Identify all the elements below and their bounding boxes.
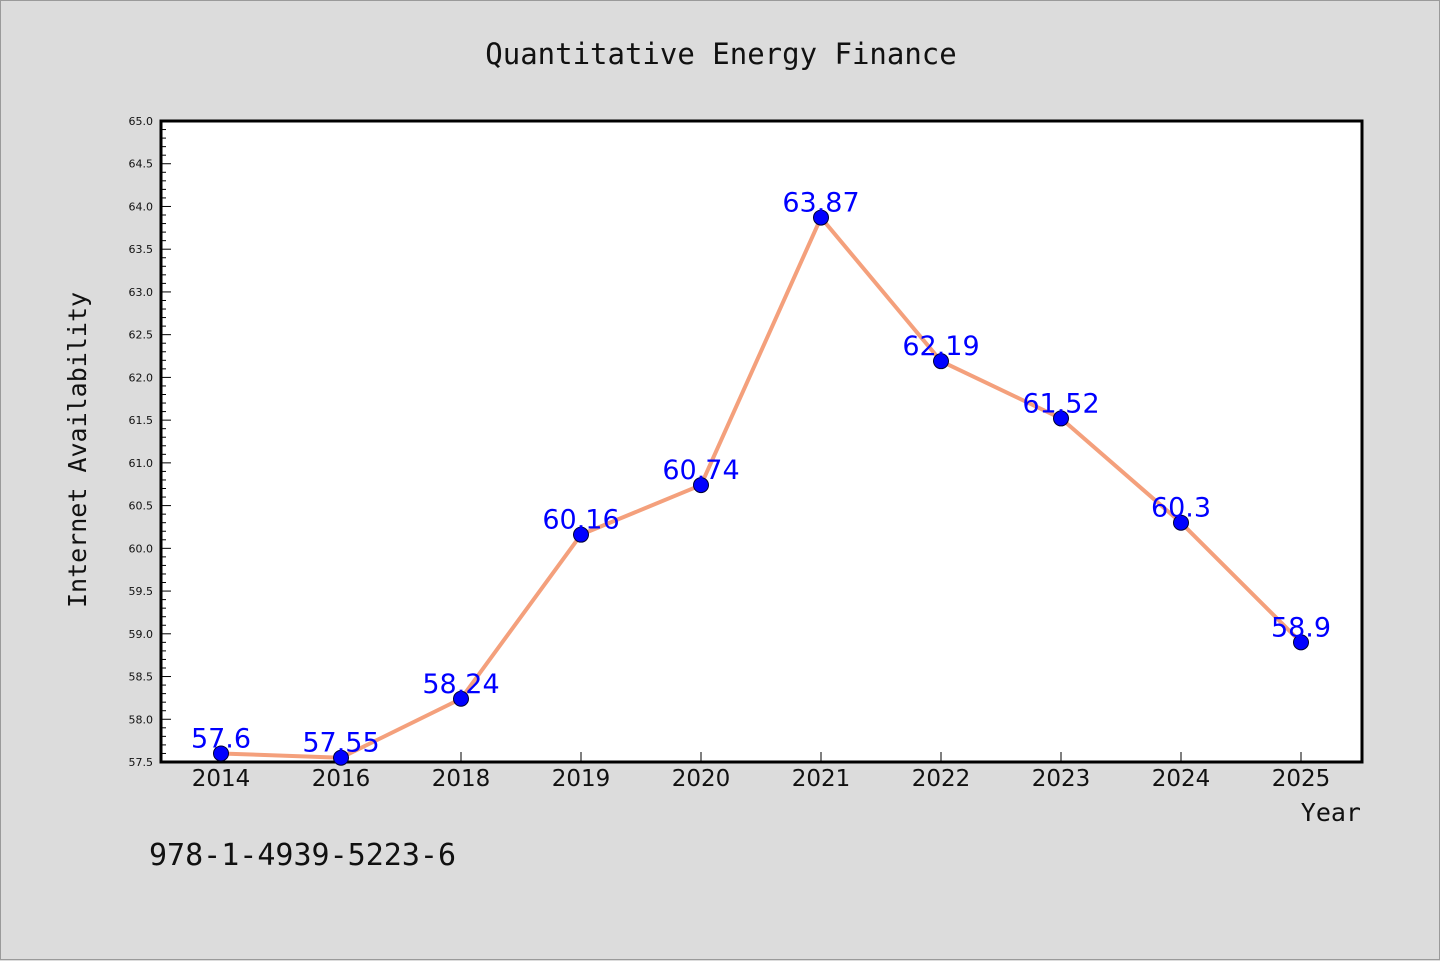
- data-label: 57.55: [302, 728, 379, 759]
- data-point: [453, 690, 469, 707]
- x-tick-label: 2018: [432, 766, 491, 792]
- data-point: [213, 745, 229, 762]
- x-tick-label: 2020: [672, 766, 731, 792]
- y-tick-label: 64.0: [129, 200, 154, 213]
- x-tick-label: 2023: [1032, 766, 1091, 792]
- x-tick-label: 2024: [1152, 766, 1211, 792]
- x-tick-label: 2022: [912, 766, 971, 792]
- data-label: 63.87: [782, 188, 859, 219]
- y-tick-label: 63.5: [129, 243, 154, 256]
- data-markers: [213, 209, 1309, 766]
- data-label: 57.6: [191, 723, 251, 754]
- x-tick-label: 2021: [792, 766, 851, 792]
- y-tick-label: 63.0: [129, 286, 154, 299]
- y-tick-label: 59.0: [129, 628, 154, 641]
- data-point: [813, 209, 829, 226]
- x-axis-label: Year: [1301, 798, 1361, 827]
- y-tick-label: 61.0: [129, 457, 154, 470]
- y-tick-label: 59.5: [129, 585, 154, 598]
- data-label: 60.74: [662, 455, 739, 486]
- data-point: [1293, 634, 1309, 651]
- y-tick-label: 62.5: [129, 329, 154, 342]
- data-point: [573, 526, 589, 543]
- data-label: 61.52: [1022, 388, 1099, 419]
- y-axis-label: Internet Availability: [63, 292, 92, 608]
- y-tick-label: 64.5: [129, 158, 154, 171]
- y-tick-label: 58.5: [129, 671, 154, 684]
- y-tick-label: 60.5: [129, 500, 154, 513]
- plot-area: [159, 119, 1364, 764]
- y-tick-label: 58.0: [129, 713, 154, 726]
- data-point: [1053, 410, 1069, 427]
- y-tick-label: 61.5: [129, 414, 154, 427]
- y-tick-label: 60.0: [129, 542, 154, 555]
- x-tick-label: 2014: [192, 766, 251, 792]
- data-label: 58.9: [1271, 612, 1331, 643]
- y-tick-label: 65.0: [129, 115, 154, 128]
- data-label: 60.3: [1151, 493, 1211, 524]
- data-labels: 57.6 57.55 58.24 60.16 60.74 63.87 62.19 61.52 6…: [191, 188, 1331, 759]
- data-point: [1173, 514, 1189, 531]
- data-point: [333, 749, 349, 766]
- x-tick-label: 2025: [1272, 766, 1331, 792]
- x-tick-label: 2019: [552, 766, 611, 792]
- data-label: 58.24: [422, 669, 499, 700]
- isbn-text: 978-1-4939-5223-6: [149, 838, 456, 873]
- y-tick-label: 62.0: [129, 371, 154, 384]
- data-label: 62.19: [902, 331, 979, 362]
- data-point: [933, 353, 949, 370]
- chart-title: Quantitative Energy Finance: [485, 37, 956, 71]
- data-label: 60.16: [542, 505, 619, 536]
- x-axis-ticks: 2014 2016 2018 2019 2020 2021 2022 2023 2024 2025: [192, 752, 1331, 792]
- x-tick-label: 2016: [312, 766, 371, 792]
- y-tick-label: 57.5: [129, 756, 154, 769]
- series-line: [219, 215, 1303, 760]
- y-axis-ticks: 57.5 58.0 58.5 59.0 59.5 60.0 60.5 61.0 61.5 62.0…: [129, 115, 171, 769]
- data-point: [693, 477, 709, 494]
